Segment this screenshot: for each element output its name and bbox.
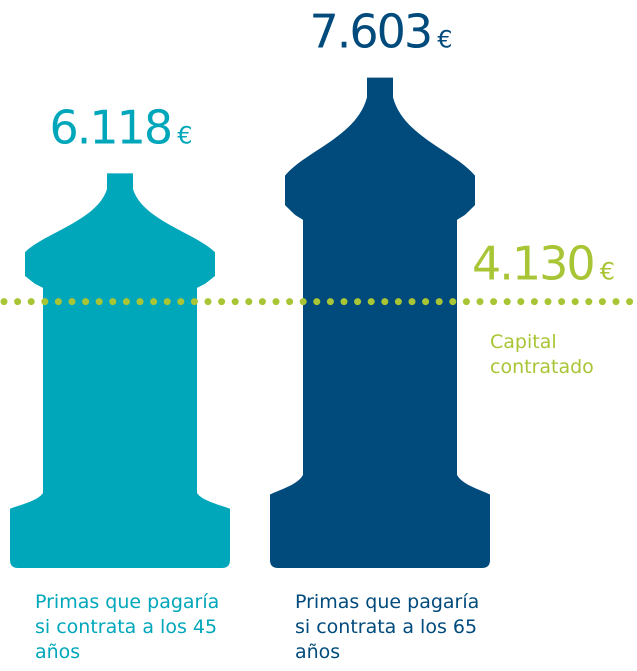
reference-value: 4.130 € <box>472 237 614 291</box>
value-label: 6.118 € <box>50 100 192 154</box>
currency: € <box>600 258 614 286</box>
bottle-bar <box>270 77 490 568</box>
value-number: 6.118 <box>50 100 172 154</box>
category-label: Primas que pagaría si contrata a los 45 … <box>35 591 220 663</box>
currency: € <box>177 121 191 149</box>
bottle-bar <box>10 173 230 568</box>
category-label: Primas que pagaría si contrata a los 65 … <box>295 591 480 663</box>
value-number: 7.603 <box>310 5 432 59</box>
value-label: 7.603 € <box>310 5 452 59</box>
currency: € <box>437 26 451 54</box>
reference-number: 4.130 <box>472 237 594 291</box>
reference-text: Capital contratado <box>490 330 594 378</box>
